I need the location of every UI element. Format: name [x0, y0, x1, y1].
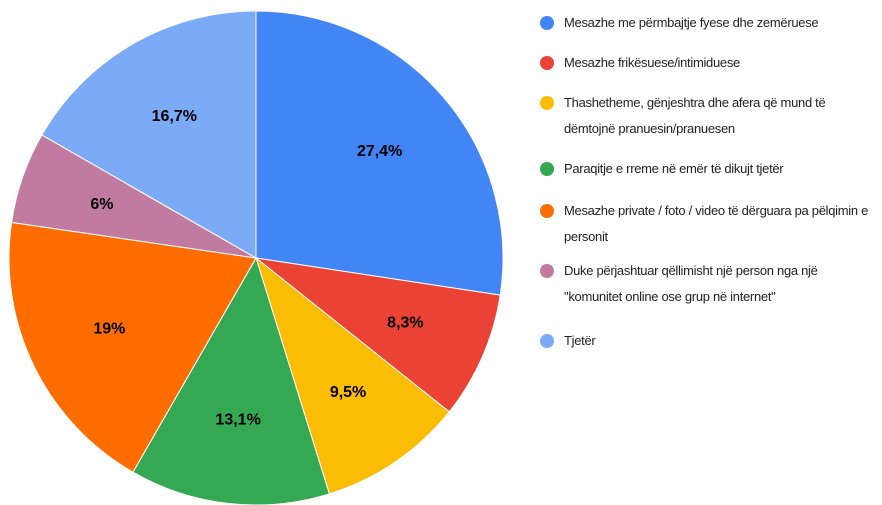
pie-slice — [132, 256, 330, 505]
legend-item: Tjetër — [540, 328, 878, 354]
pie: 27,4% 8,3% 9,5% 13,1% 19% 6% 16,7% — [8, 10, 504, 505]
data-label: 6% — [90, 196, 113, 213]
legend-label: Paraqitje e rreme në emër të dikujt tjet… — [564, 161, 784, 176]
data-label: 19% — [93, 320, 125, 337]
data-label: 13,1% — [215, 411, 260, 428]
legend-swatch — [540, 334, 554, 348]
pie-slice — [255, 256, 450, 495]
legend-swatch — [540, 204, 554, 218]
pie-slice — [254, 257, 501, 413]
legend-item: Duke përjashtuar qëllimisht një person n… — [540, 258, 878, 310]
pie-slice — [41, 10, 257, 259]
legend-swatch — [540, 162, 554, 176]
data-label: 27,4% — [357, 143, 402, 160]
legend-swatch — [540, 96, 554, 110]
legend-label: Tjetër — [564, 333, 596, 348]
legend-label: Duke përjashtuar qëllimisht një person n… — [564, 263, 818, 304]
legend-swatch — [540, 16, 554, 30]
legend-item: Paraqitje e rreme në emër të dikujt tjet… — [540, 156, 878, 182]
legend-label: Mesazhe me përmbajtje fyese dhe zemërues… — [564, 15, 819, 30]
pie-slice — [255, 10, 504, 296]
legend-swatch — [540, 264, 554, 278]
pie-slice — [8, 221, 257, 473]
data-label: 8,3% — [387, 314, 423, 331]
legend-item: Mesazhe frikësuese/intimiduese — [540, 50, 878, 76]
legend-label: Thashetheme, gënjeshtra dhe afera që mun… — [564, 95, 826, 136]
legend-item: Mesazhe private / foto / video të dërgua… — [540, 198, 878, 250]
legend-item: Mesazhe me përmbajtje fyese dhe zemërues… — [540, 10, 878, 36]
legend-swatch — [540, 56, 554, 70]
legend-label: Mesazhe frikësuese/intimiduese — [564, 55, 740, 70]
data-label: 16,7% — [152, 108, 197, 125]
legend-item: Thashetheme, gënjeshtra dhe afera që mun… — [540, 90, 878, 142]
data-label: 9,5% — [330, 384, 366, 401]
legend-label: Mesazhe private / foto / video të dërgua… — [564, 203, 869, 244]
